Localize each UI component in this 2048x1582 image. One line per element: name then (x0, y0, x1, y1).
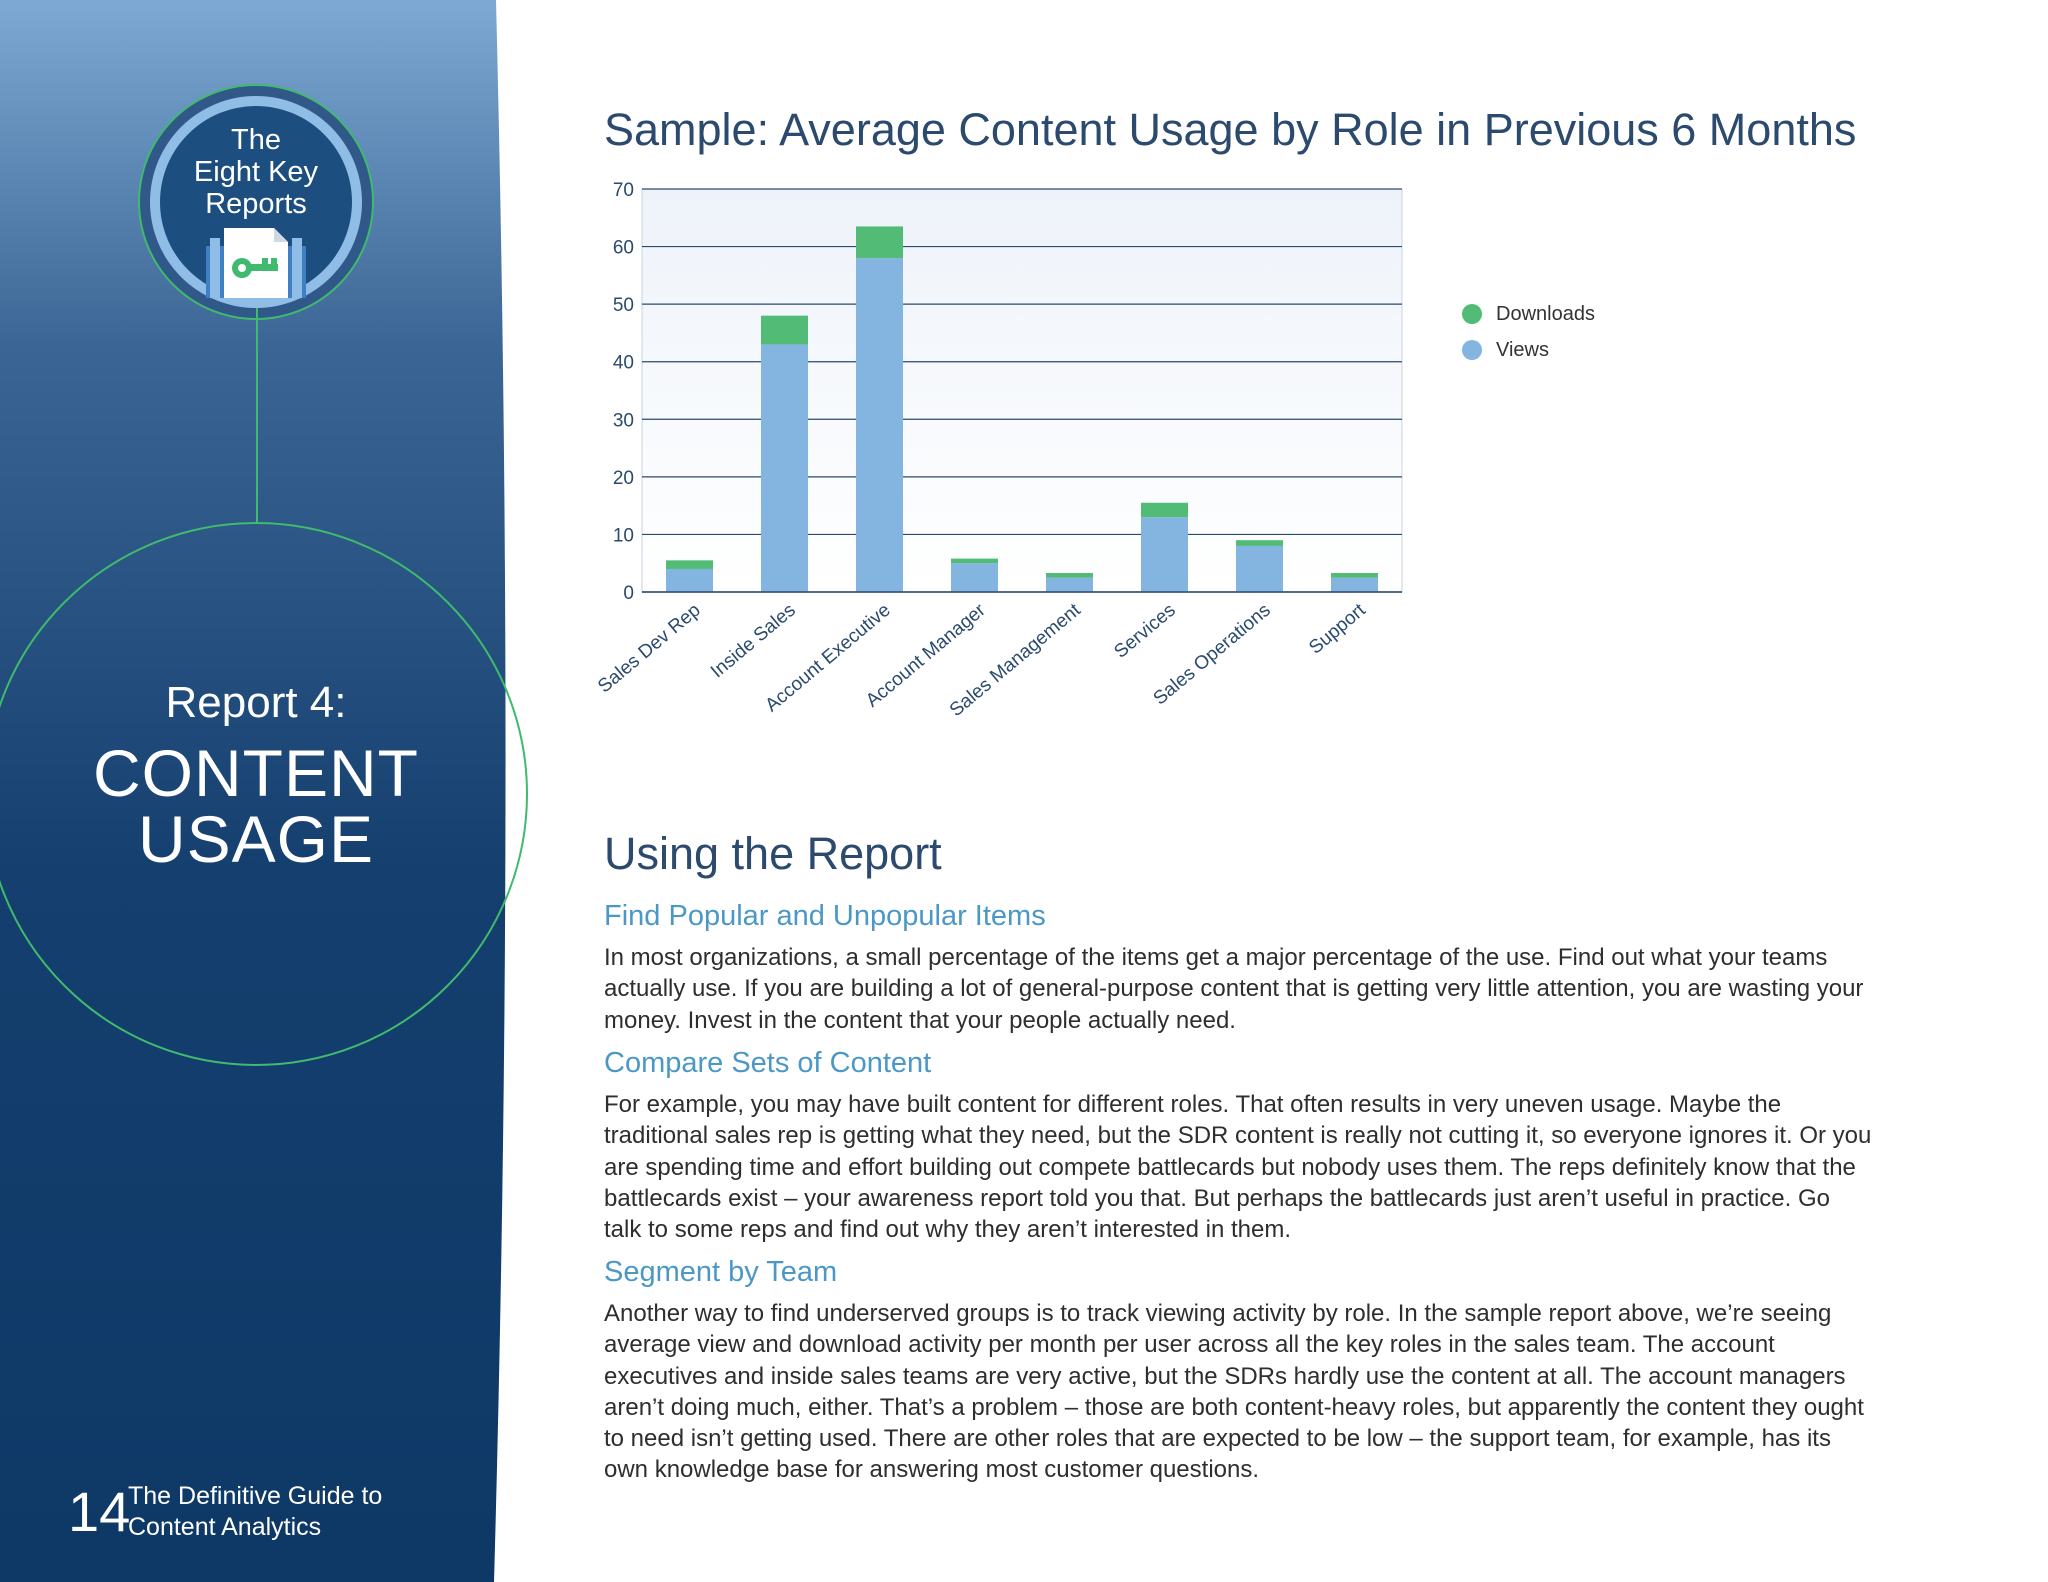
paragraph-popular-items: In most organizations, a small percentag… (604, 942, 1964, 1036)
paragraph-line: average view and download activity per m… (604, 1331, 1775, 1359)
bar-downloads (761, 315, 808, 345)
paragraph-segment-team: Another way to find underserved groups i… (604, 1298, 1964, 1486)
y-tick-label: 70 (613, 180, 634, 201)
bar-views (1236, 545, 1283, 592)
bar-downloads (666, 560, 713, 569)
x-tick-label: Sales Dev Rep (594, 600, 705, 698)
bar-views (666, 568, 713, 592)
chart-legend: Downloads Views (1462, 296, 1595, 368)
paragraph-line: battlecards exist – your awareness repor… (604, 1184, 1830, 1212)
report-circle-outline (0, 522, 528, 1066)
paragraph-line: For example, you may have built content … (604, 1091, 1782, 1118)
badge-line: Reports (205, 188, 307, 220)
bar-views (856, 258, 903, 592)
bar-downloads (856, 226, 903, 259)
subheading-popular-items: Find Popular and Unpopular Items (604, 900, 1046, 932)
y-tick-label: 0 (623, 583, 634, 604)
legend-label-downloads: Downloads (1496, 302, 1595, 325)
paragraph-line: money. Invest in the content that your p… (604, 1006, 1236, 1034)
paragraph-line: Another way to find underserved groups i… (604, 1300, 1832, 1327)
eight-key-reports-badge: The Eight Key Reports (160, 106, 352, 298)
subheading-segment-team: Segment by Team (604, 1256, 838, 1288)
paragraph-line: actually use. If you are building a lot … (604, 975, 1864, 1003)
paragraph-line: executives and inside sales teams are ve… (604, 1362, 1846, 1390)
y-tick-label: 10 (613, 525, 634, 546)
badge-title: The Eight Key Reports (160, 124, 352, 220)
bar-downloads (1046, 573, 1093, 578)
paragraph-line: talk to some reps and find out why they … (604, 1216, 1292, 1244)
y-tick-label: 30 (613, 410, 634, 431)
bar-downloads (1141, 502, 1188, 518)
y-tick-label: 20 (613, 468, 634, 489)
usage-bar-chart: 0 10 20 30 40 50 60 70 Sales Dev Rep Inside Sales… (594, 180, 1403, 721)
plot-area (641, 188, 1403, 593)
paragraph-line: are spending time and effort building ou… (604, 1153, 1856, 1181)
y-tick-label: 60 (613, 238, 634, 259)
report-title-line: CONTENT (93, 736, 419, 810)
x-tick-label: Support (1305, 599, 1370, 658)
guide-title: The Definitive Guide to Content Analytic… (128, 1481, 382, 1543)
y-tick-label: 40 (613, 353, 634, 374)
key-document-icon (206, 228, 306, 298)
subheading-compare-sets: Compare Sets of Content (604, 1047, 932, 1079)
legend-item-downloads: Downloads (1462, 296, 1595, 332)
bar-views (1046, 577, 1093, 592)
bar-views (1141, 517, 1188, 592)
badge-line: The (231, 124, 281, 156)
page-number: 14 (68, 1480, 131, 1543)
report-number-label: Report 4: (165, 678, 347, 727)
paragraph-line: aren’t doing much, either. That’s a prob… (604, 1393, 1864, 1421)
badge-line: Eight Key (193, 156, 319, 188)
bar-downloads (1236, 540, 1283, 546)
report-title: CONTENT USAGE (0, 740, 512, 872)
paragraph-compare-sets: For example, you may have built content … (604, 1089, 1964, 1245)
bar-views (1331, 577, 1378, 592)
y-tick-label: 50 (613, 295, 634, 316)
bar-downloads (1331, 573, 1378, 578)
paragraph-line: traditional sales rep is getting what th… (604, 1122, 1872, 1150)
paragraph-line: own knowledge base for answering most cu… (604, 1456, 1260, 1484)
guide-title-line: Content Analytics (128, 1513, 322, 1541)
paragraph-line: to need isn’t getting used. There are ot… (604, 1425, 1831, 1453)
chart-title: Sample: Average Content Usage by Role in… (604, 104, 1857, 155)
bar-views (951, 563, 998, 592)
legend-swatch-downloads (1462, 304, 1482, 324)
report-title-line: USAGE (137, 802, 375, 876)
legend-item-views: Views (1462, 332, 1595, 368)
legend-label-views: Views (1496, 338, 1549, 361)
bar-downloads (951, 558, 998, 564)
bar-views (761, 344, 808, 592)
guide-title-line: The Definitive Guide to (128, 1482, 383, 1510)
connector-line (256, 308, 258, 522)
x-tick-label: Inside Sales (707, 600, 800, 683)
legend-swatch-views (1462, 340, 1482, 360)
section-title: Using the Report (604, 828, 942, 879)
paragraph-line: In most organizations, a small percentag… (604, 944, 1828, 971)
x-tick-label: Services (1110, 600, 1179, 663)
